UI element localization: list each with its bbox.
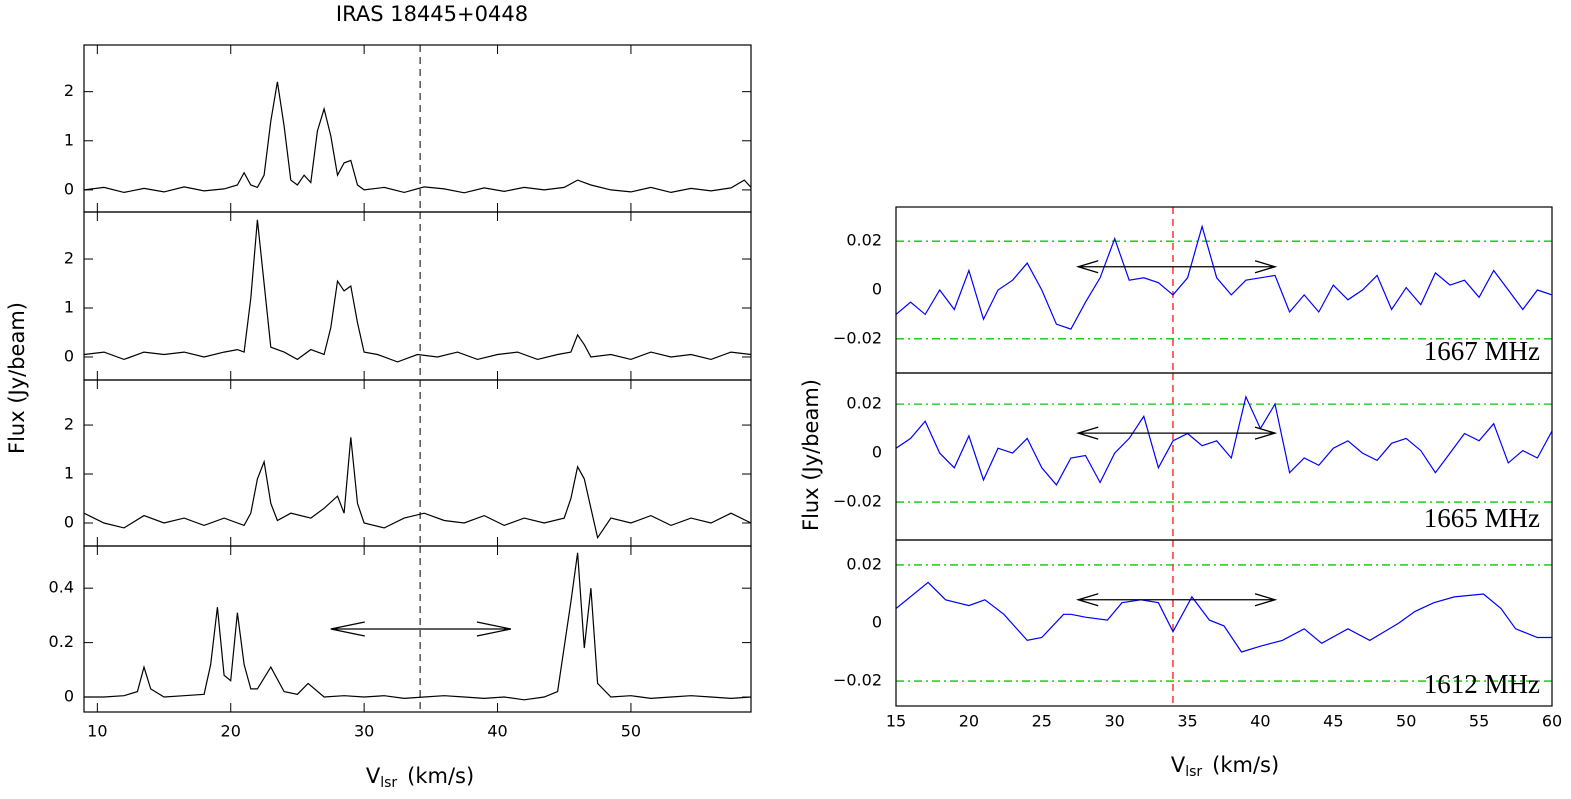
x-axis-label: Vlsr (km/s) xyxy=(366,764,474,791)
spectrum-line xyxy=(84,81,751,194)
y-tick-label: −0.02 xyxy=(833,328,882,347)
y-tick-label: 2 xyxy=(64,249,74,268)
spectrum-line xyxy=(84,552,751,701)
x-tick-label: 30 xyxy=(354,722,374,741)
panel-label: 1667 MHz xyxy=(1424,336,1540,366)
y-axis-label: Flux (Jy/beam) xyxy=(5,302,29,454)
velocity-range-arrow xyxy=(330,621,512,637)
y-tick-label: 0 xyxy=(872,613,882,632)
spectrum-line xyxy=(896,581,1552,653)
y-tick-label: 1 xyxy=(64,298,74,317)
x-label-main: V xyxy=(366,764,381,788)
y-tick-label: 1 xyxy=(64,130,74,149)
x-tick-label: 45 xyxy=(1323,712,1343,731)
panel-frame xyxy=(83,545,752,713)
y-tick-label: 0 xyxy=(64,687,74,706)
y-tick-label: 0 xyxy=(872,443,882,462)
y-tick-label: 0 xyxy=(872,280,882,299)
x-label-main: V xyxy=(1171,753,1186,777)
panel-label: 1612 MHz xyxy=(1424,669,1540,699)
velocity-range-arrow xyxy=(1075,593,1278,607)
y-tick-label: 0.2 xyxy=(49,632,74,651)
velocity-range-arrow xyxy=(1075,260,1278,274)
y-tick-label: 0.4 xyxy=(49,578,74,597)
x-label-unit: (km/s) xyxy=(407,764,474,788)
y-tick-label: 2 xyxy=(64,81,74,100)
x-tick-label: 35 xyxy=(1177,712,1197,731)
x-label-sub: lsr xyxy=(1185,764,1202,780)
y-axis-label: Flux (Jy/beam) xyxy=(799,379,823,531)
spectrum-line xyxy=(84,437,751,540)
x-tick-label: 15 xyxy=(886,712,906,731)
x-tick-label: 50 xyxy=(1396,712,1416,731)
x-tick-label: 40 xyxy=(1250,712,1270,731)
velocity-range-arrow xyxy=(1075,426,1278,440)
spectrum-line xyxy=(84,219,751,363)
y-tick-label: 0.02 xyxy=(846,554,882,573)
x-tick-label: 55 xyxy=(1469,712,1489,731)
panel-label: 1665 MHz xyxy=(1424,503,1540,533)
chart-title: IRAS 18445+0448 xyxy=(336,2,528,26)
spectrum-line xyxy=(896,224,1552,330)
spectrum-line xyxy=(896,394,1552,486)
y-tick-label: 1 xyxy=(64,464,74,483)
y-tick-label: 2 xyxy=(64,415,74,434)
x-label-sub: lsr xyxy=(380,775,397,791)
x-tick-label: 10 xyxy=(87,722,107,741)
x-tick-label: 30 xyxy=(1104,712,1124,731)
x-tick-label: 50 xyxy=(621,722,641,741)
x-tick-label: 25 xyxy=(1032,712,1052,731)
panel-frame xyxy=(895,539,1553,707)
x-tick-label: 20 xyxy=(959,712,979,731)
x-tick-label: 20 xyxy=(221,722,241,741)
y-tick-label: 0 xyxy=(64,512,74,531)
y-tick-label: 0 xyxy=(64,346,74,365)
panel-frame xyxy=(83,379,752,547)
y-tick-label: 0 xyxy=(64,179,74,198)
x-tick-label: 40 xyxy=(487,722,507,741)
y-tick-label: −0.02 xyxy=(833,492,882,511)
y-tick-label: −0.02 xyxy=(833,671,882,690)
x-tick-label: 60 xyxy=(1542,712,1562,731)
y-tick-label: 0.02 xyxy=(846,231,882,250)
y-tick-label: 0.02 xyxy=(846,394,882,413)
x-axis-label: Vlsr (km/s) xyxy=(1171,753,1279,780)
x-label-unit: (km/s) xyxy=(1212,753,1279,777)
